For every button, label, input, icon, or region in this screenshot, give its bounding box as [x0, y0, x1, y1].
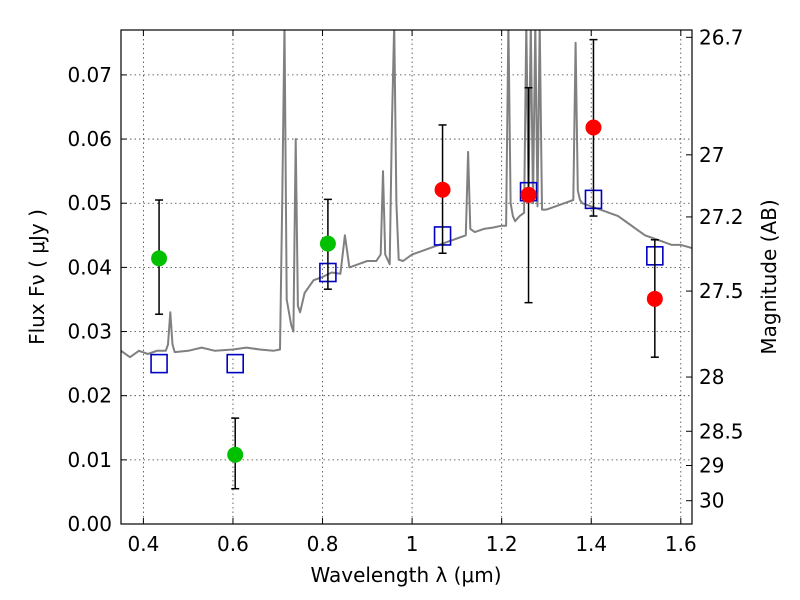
y-tick-label: 0.02: [67, 384, 112, 408]
y2-tick-label: 30: [699, 489, 724, 513]
observed-point-red: [520, 186, 537, 203]
model-spectrum-line: [121, 30, 692, 359]
plot-area: [121, 30, 692, 359]
observed-point-red: [585, 119, 602, 136]
markers: [150, 38, 664, 490]
axes: 0.4 0.6 0.8 1 1.2 1.4 1.6 0.00 0.01 0.02 0.03 0.04 0…: [67, 25, 743, 556]
observed-point-red: [434, 181, 451, 198]
x-tick-label: 1.4: [575, 532, 607, 556]
y2-tick-label: 27.2: [699, 205, 744, 229]
y-tick-label: 0.06: [67, 127, 112, 151]
y-tick-label: 0.07: [67, 63, 112, 87]
x-tick-label: 1.2: [486, 532, 518, 556]
y2-tick-label: 28: [699, 365, 724, 389]
model-photometry-box: [150, 353, 168, 374]
y2-tick-label: 26.7: [699, 25, 744, 49]
y-tick-label: 0.03: [67, 320, 112, 344]
x-tick-label: 0.4: [127, 532, 159, 556]
observed-point-green: [227, 446, 244, 463]
observed-point-green: [151, 250, 168, 267]
x-tick-label: 0.6: [217, 532, 249, 556]
y2-tick-label: 27.5: [699, 279, 744, 303]
observed-point-green: [319, 235, 336, 252]
y-tick-label: 0.00: [67, 512, 112, 536]
y-tick-label: 0.05: [67, 191, 112, 215]
plot-background: [121, 30, 692, 524]
y2-tick-label: 27: [699, 143, 724, 167]
observed-point-red: [646, 290, 663, 307]
x-axis-title: Wavelength λ (μm): [310, 563, 501, 587]
x-tick-label: 1.6: [665, 532, 697, 556]
plot-frame: [120, 29, 693, 525]
y-tick-label: 0.01: [67, 448, 112, 472]
x-tick-label: 0.8: [307, 532, 339, 556]
y2-axis-title: Magnitude (AB): [757, 199, 781, 354]
y-axis-title: Flux Fν ( μJy ): [25, 209, 49, 345]
y2-tick-label: 29: [699, 453, 724, 477]
x-tick-label: 1: [406, 532, 419, 556]
model-photometry-box: [226, 353, 244, 374]
y-tick-label: 0.04: [67, 255, 112, 279]
y2-tick-label: 28.5: [699, 419, 744, 443]
